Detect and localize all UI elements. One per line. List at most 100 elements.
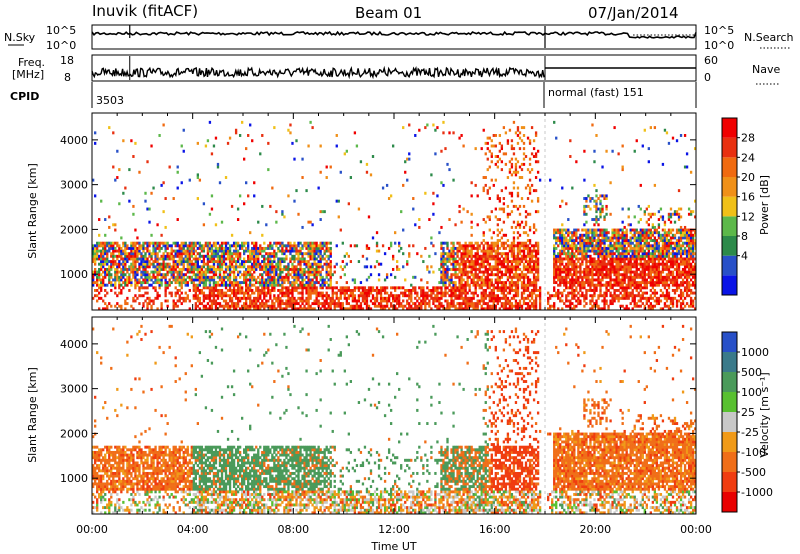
power-cell [613, 296, 616, 300]
power-cell [456, 273, 459, 277]
power-cell [454, 252, 457, 256]
power-cell [585, 204, 588, 208]
power-cell [538, 288, 542, 292]
power-cell [518, 262, 522, 266]
power-cell [226, 278, 230, 282]
power-heatmap-cells [92, 113, 697, 311]
power-cell [593, 260, 596, 264]
power-cell [297, 273, 300, 277]
power-cell [389, 244, 393, 248]
power-cell [172, 270, 175, 274]
power-cell [303, 260, 306, 264]
power-cell [96, 281, 99, 285]
power-cell [472, 254, 475, 258]
power-cell [291, 246, 294, 250]
power-cell [381, 286, 385, 290]
power-cell [210, 244, 214, 248]
power-cell [353, 304, 357, 308]
power-cell [110, 304, 113, 308]
power-cell [617, 278, 620, 282]
freq-tick-bottom: 8 [64, 71, 71, 84]
power-cell [255, 281, 258, 285]
power-cell [283, 244, 286, 248]
power-cell [279, 273, 282, 277]
power-cell [303, 304, 306, 308]
power-cell [130, 265, 133, 269]
power-cell [251, 304, 254, 308]
power-cell [226, 249, 230, 253]
power-cell [243, 294, 246, 298]
power-cell [579, 265, 582, 269]
power-cell [587, 281, 590, 285]
power-cell [238, 270, 242, 274]
power-cell [325, 286, 328, 290]
power-cell [198, 265, 202, 269]
power-cell [408, 254, 411, 258]
power-cell [327, 294, 330, 298]
power-cell [178, 257, 181, 261]
power-cell [224, 286, 228, 290]
power-cell [291, 288, 294, 292]
power-cell [518, 302, 522, 306]
power-cell [94, 270, 97, 274]
power-cell [611, 257, 614, 261]
power-cell [442, 260, 445, 264]
power-cell [138, 249, 141, 253]
power-cell [448, 168, 451, 172]
power-cell [492, 183, 495, 187]
power-cell [293, 270, 296, 274]
power-cell [488, 254, 491, 258]
power-cell [526, 254, 530, 258]
power-cell [496, 283, 499, 287]
power-cell [206, 244, 210, 248]
power-cell [492, 307, 495, 311]
power-cell [583, 299, 586, 303]
power-cell [140, 254, 143, 258]
power-cell [613, 265, 616, 269]
power-cell [609, 241, 612, 245]
power-cell [150, 304, 153, 308]
power-cell [269, 307, 272, 311]
power-cell [313, 288, 316, 292]
power-cell [565, 262, 568, 266]
power-cell [434, 299, 437, 303]
power-cell [116, 254, 119, 258]
power-cell [186, 254, 189, 258]
power-cell [480, 296, 483, 300]
power-cell [249, 267, 252, 271]
power-cell [249, 275, 252, 279]
power-cell [458, 304, 461, 308]
power-cell [486, 147, 489, 151]
power-cell [162, 241, 165, 245]
power-cell [534, 307, 538, 311]
power-cell [371, 236, 375, 240]
power-cell [534, 249, 538, 253]
power-cell [462, 267, 465, 271]
power-cell [603, 299, 606, 303]
power-cell [478, 286, 481, 290]
power-cell [611, 278, 614, 282]
power-cell [281, 244, 284, 248]
power-cell [430, 173, 433, 177]
power-cell [92, 296, 95, 300]
power-cell [315, 288, 318, 292]
power-cell [615, 228, 618, 232]
power-cell [100, 199, 103, 203]
power-cell [230, 244, 234, 248]
power-cell [385, 286, 389, 290]
power-cell [573, 254, 576, 258]
power-cell [589, 262, 592, 266]
power-cell [243, 202, 246, 206]
power-cell [565, 294, 568, 298]
power-cell [379, 288, 383, 292]
power-cell [496, 302, 499, 306]
power-cell [126, 283, 129, 287]
power-cell [311, 252, 314, 256]
power-cell [126, 244, 129, 248]
power-cell [391, 294, 395, 298]
power-cell [394, 307, 397, 311]
power-cell [450, 252, 453, 256]
power-cell [166, 283, 169, 287]
power-cell [575, 288, 578, 292]
